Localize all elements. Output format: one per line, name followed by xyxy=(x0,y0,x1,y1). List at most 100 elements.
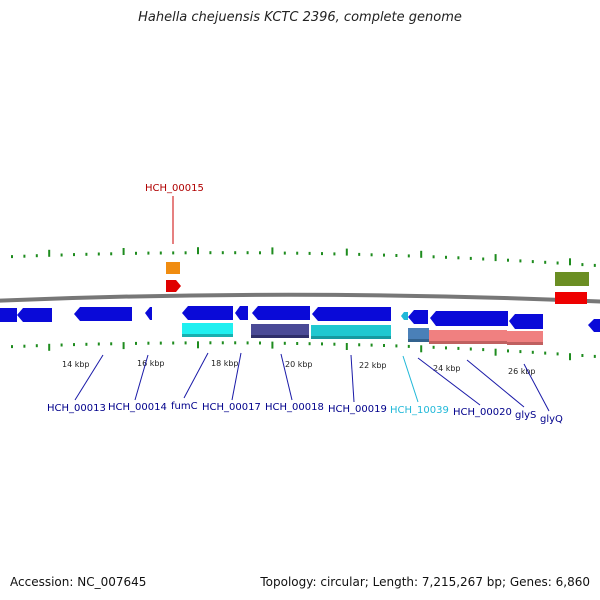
gene-label-hch-00020[interactable]: HCH_00020 xyxy=(453,407,512,418)
gene-label-fumc[interactable]: fumC xyxy=(171,401,198,412)
minor-tick xyxy=(172,341,175,345)
minor-tick xyxy=(73,343,75,347)
accession-text: Accession: NC_007645 xyxy=(10,575,147,589)
minor-tick xyxy=(110,252,113,256)
gene-label-hch-00013[interactable]: HCH_00013 xyxy=(47,403,106,414)
minor-tick xyxy=(147,251,150,255)
bar-hch-00019-shade xyxy=(311,336,391,339)
gene-label-hch-00019[interactable]: HCH_00019 xyxy=(328,404,387,415)
gene-arrow-hch-00014[interactable] xyxy=(145,307,152,320)
ruler-label: 20 kbp xyxy=(285,360,313,369)
major-tick xyxy=(48,343,51,351)
minor-tick xyxy=(445,346,447,350)
minor-tick xyxy=(358,343,361,347)
minor-tick xyxy=(35,254,38,258)
minor-tick xyxy=(544,260,547,264)
ruler-label: 26 kbp xyxy=(508,367,536,376)
red-feature[interactable] xyxy=(555,292,587,304)
gene-label-hch-00014[interactable]: HCH_00014 xyxy=(108,402,167,413)
bar-hch-00018[interactable] xyxy=(251,324,309,338)
bar-hch-00020[interactable] xyxy=(408,328,429,342)
major-tick xyxy=(494,254,497,262)
rna-feature-orange[interactable] xyxy=(166,262,180,274)
minor-tick xyxy=(321,252,323,256)
minor-tick xyxy=(370,253,373,257)
leader-hch-00014 xyxy=(134,354,149,401)
lower-tick-track xyxy=(11,341,596,361)
bar-hch-00019[interactable] xyxy=(311,325,391,339)
minor-tick xyxy=(60,343,63,347)
gene-label-hch-00017[interactable]: HCH_00017 xyxy=(202,402,261,413)
major-tick xyxy=(494,348,497,356)
olive-feature[interactable] xyxy=(555,272,589,286)
minor-tick xyxy=(60,253,63,257)
minor-tick xyxy=(296,251,299,255)
minor-tick xyxy=(85,342,88,346)
minor-tick xyxy=(432,255,435,259)
gene-label-glyq[interactable]: glyQ xyxy=(540,414,563,425)
minor-tick xyxy=(259,341,261,345)
ruler-label: 14 kbp xyxy=(62,360,90,369)
minor-tick xyxy=(246,251,249,255)
minor-tick xyxy=(358,252,361,256)
bar-glys-shade xyxy=(429,341,507,344)
minor-tick xyxy=(259,251,261,255)
gene-label-hch-00018[interactable]: HCH_00018 xyxy=(265,402,324,413)
minor-tick xyxy=(308,342,311,346)
gene-arrow-hch-00013[interactable] xyxy=(74,307,132,321)
ruler-label: 18 kbp xyxy=(211,359,239,368)
gene-arrow-hch-00013a[interactable] xyxy=(17,308,52,322)
minor-tick xyxy=(23,254,26,258)
major-tick xyxy=(122,248,125,255)
minor-tick xyxy=(85,252,88,256)
leader-hch-00019 xyxy=(350,354,355,403)
minor-tick xyxy=(73,253,75,257)
minor-tick xyxy=(333,342,336,346)
leader-glyq xyxy=(523,363,550,412)
minor-tick xyxy=(407,344,410,348)
rna-feature-red-arrow[interactable] xyxy=(166,280,181,292)
major-tick xyxy=(197,341,199,349)
minor-tick xyxy=(370,343,373,347)
gene-arrow-hch-00020[interactable] xyxy=(408,310,428,324)
minor-tick xyxy=(308,251,311,255)
gene-arrow-hch-00019[interactable] xyxy=(312,307,391,321)
gene-arrow-left-edge[interactable] xyxy=(0,308,17,322)
bar-fumc[interactable] xyxy=(182,323,233,337)
bar-glys[interactable] xyxy=(429,330,507,344)
major-tick xyxy=(569,258,571,266)
minor-tick xyxy=(209,251,212,255)
leader-glys xyxy=(466,359,525,408)
major-tick xyxy=(420,250,423,258)
leader-hch-00017 xyxy=(231,352,242,401)
minor-tick xyxy=(445,255,447,259)
leader-hch-10039 xyxy=(402,355,419,403)
gene-arrow-glys[interactable] xyxy=(430,311,508,326)
bar-glyq[interactable] xyxy=(507,331,543,345)
gene-arrow-right-edge[interactable] xyxy=(588,319,600,332)
minor-tick xyxy=(383,344,385,347)
minor-tick xyxy=(321,342,323,346)
major-tick xyxy=(271,247,274,255)
genome-summary-text: Topology: circular; Length: 7,215,267 bp… xyxy=(260,575,590,589)
minor-tick xyxy=(519,259,522,263)
gene-label-hch-10039[interactable]: HCH_10039 xyxy=(390,405,449,416)
gene-label-hch-00015[interactable]: HCH_00015 xyxy=(145,183,204,194)
gene-arrow-fumc[interactable] xyxy=(182,306,233,320)
gene-arrow-hch-10039[interactable] xyxy=(401,312,408,320)
minor-tick xyxy=(457,256,460,260)
gene-arrow-hch-00017[interactable] xyxy=(235,306,248,320)
minor-tick xyxy=(147,341,150,345)
bar-fumc-shade xyxy=(182,334,233,337)
minor-tick xyxy=(482,348,485,352)
gene-arrow-hch-00018[interactable] xyxy=(252,306,310,320)
gene-label-glys[interactable]: glyS xyxy=(515,410,536,421)
minor-tick xyxy=(531,260,534,264)
gene-arrow-glyq[interactable] xyxy=(509,314,543,329)
minor-tick xyxy=(172,251,175,255)
bar-glyq-shade xyxy=(507,342,543,345)
minor-tick xyxy=(593,354,596,358)
minor-tick xyxy=(432,345,435,349)
major-tick xyxy=(420,345,423,353)
